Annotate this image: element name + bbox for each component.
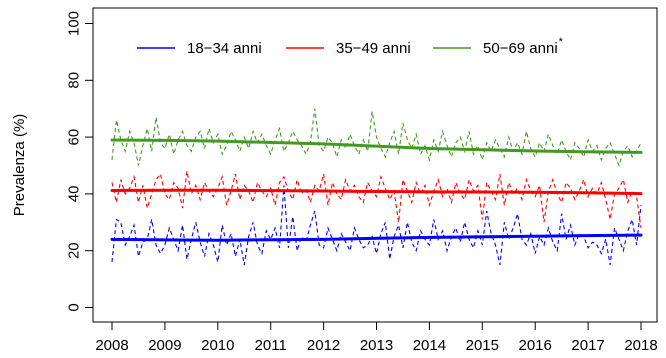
x-tick-label: 2016: [519, 337, 552, 354]
series-1-monthly-line: [111, 171, 642, 229]
legend-label-1: 35−49 anni: [336, 40, 411, 57]
x-tick-label: 2009: [148, 337, 181, 354]
x-tick-label: 2017: [571, 337, 604, 354]
legend: 18−34 anni 35−49 anni 50−69 anni *: [137, 36, 564, 57]
y-axis: 0 20 40 60 80 100: [65, 11, 93, 312]
legend-label-sup-2: *: [559, 36, 564, 48]
y-tick-label: 0: [65, 303, 82, 311]
x-tick-label: 2013: [360, 337, 393, 354]
x-tick-label: 2014: [413, 337, 446, 354]
y-tick-label: 60: [65, 129, 82, 146]
series-1-trend-line: [110, 188, 643, 196]
legend-label-2: 50−69 anni: [483, 40, 558, 57]
series-0-trend-line: [110, 233, 643, 242]
x-tick-label: 2015: [466, 337, 499, 354]
x-tick-label: 2012: [307, 337, 340, 354]
x-tick-label: 2008: [95, 337, 128, 354]
y-tick-label: 80: [65, 72, 82, 89]
y-tick-label: 40: [65, 186, 82, 203]
x-tick-label: 2010: [201, 337, 234, 354]
y-tick-label: 20: [65, 242, 82, 259]
series-2-trend-line: [110, 138, 643, 154]
y-axis-title: Prevalenza (%): [11, 114, 28, 217]
legend-label-0: 18−34 anni: [187, 40, 262, 57]
series-layer: [110, 108, 643, 266]
x-tick-label: 2018: [624, 337, 657, 354]
x-tick-label: 2011: [255, 337, 287, 354]
plot-frame: [92, 7, 658, 323]
x-axis: 2008 2009 2010 2011 2012 2013 2014 2015 2016 2017…: [95, 322, 658, 354]
series-2-monthly-line: [111, 108, 642, 168]
y-tick-label: 100: [65, 11, 82, 36]
